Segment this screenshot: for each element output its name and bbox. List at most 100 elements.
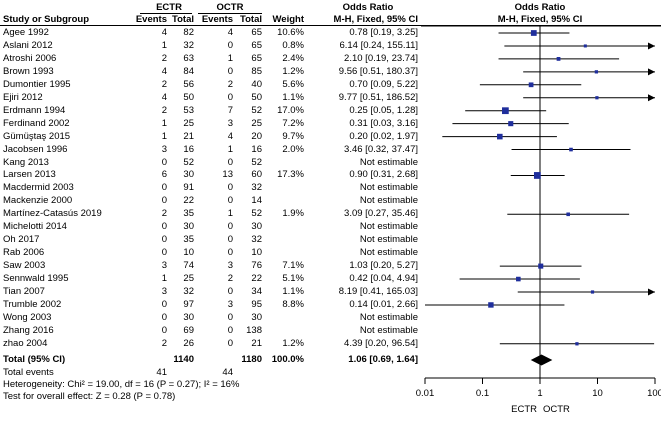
point-estimate	[533, 172, 541, 179]
weight-cell: 17.3%	[277, 169, 304, 181]
or-plot-header: Odds Ratio	[514, 2, 566, 13]
total1-cell: 97	[183, 298, 194, 310]
study-name: Wong 2003	[3, 311, 52, 323]
events2-cell: 0	[227, 195, 233, 207]
summary-diamond	[530, 354, 553, 366]
weight-cell: 1.2%	[282, 337, 304, 349]
weight-header: Weight	[272, 14, 305, 25]
total1-cell: 35	[183, 234, 194, 246]
total1-cell: 91	[183, 182, 194, 194]
ci-cell: Not estimable	[359, 221, 418, 233]
ci-arrow-right	[648, 94, 655, 102]
total1-cell: 21	[183, 130, 194, 142]
events2-cell: 2	[227, 273, 233, 284]
point-estimate	[516, 276, 521, 282]
study-name: Saw 2003	[3, 260, 46, 272]
events1-cell: 6	[161, 169, 167, 181]
study-col-header: Study or Subgroup	[3, 14, 90, 25]
total1-cell: 50	[183, 91, 194, 103]
weight-cell: 7.2%	[282, 117, 304, 129]
events2-header: Events	[201, 14, 233, 25]
ci-cell: Not estimable	[359, 182, 418, 194]
total2-header: Total	[240, 14, 262, 25]
ci-cell: 9.77 [0.51, 186.52]	[338, 91, 418, 103]
point-estimate	[488, 302, 494, 308]
events2-cell: 0	[227, 65, 233, 77]
method-plot-header: M-H, Fixed, 95% CI	[497, 14, 583, 25]
events2-cell: 0	[227, 311, 233, 323]
events2-cell: 0	[227, 91, 233, 103]
ci-cell: 3.46 [0.32, 37.47]	[344, 143, 418, 155]
point-estimate	[530, 30, 537, 36]
ci-cell: 0.20 [0.02, 1.97]	[349, 130, 418, 142]
events1-cell: 2	[161, 337, 167, 349]
events1-cell: 1	[161, 117, 167, 129]
events1-cell: 1	[161, 130, 167, 142]
total1-cell: 25	[183, 117, 194, 129]
x-tick-label: 1	[537, 388, 542, 399]
events1-cell: 0	[161, 195, 167, 207]
events2-cell: 0	[227, 40, 233, 51]
study-name: Trumble 2002	[3, 298, 62, 310]
study-name: Ejiri 2012	[3, 91, 43, 103]
study-name: Agee 1992	[3, 27, 49, 38]
total2-cell: 60	[251, 169, 262, 181]
weight-cell: 2.4%	[282, 52, 304, 64]
ci-cell: 0.31 [0.03, 3.16]	[349, 117, 418, 129]
events1-cell: 3	[161, 143, 167, 155]
total1-cell: 30	[183, 221, 194, 233]
point-estimate	[556, 57, 561, 61]
heterogeneity-text: Heterogeneity: Chi² = 19.00, df = 16 (P …	[3, 379, 240, 390]
events2-cell: 1	[227, 143, 233, 155]
total2-cell: 32	[251, 234, 262, 246]
total1-cell: 32	[183, 286, 194, 297]
total2-cell: 30	[251, 221, 262, 233]
weight-cell: 10.6%	[277, 27, 304, 38]
ci-cell: 3.09 [0.27, 35.46]	[344, 208, 418, 220]
weight-cell: 2.0%	[282, 143, 304, 155]
total-events2: 44	[222, 367, 233, 378]
ci-arrow-right	[648, 288, 655, 296]
x-tick-label: 0.01	[416, 388, 435, 399]
point-estimate	[575, 342, 579, 346]
events1-cell: 2	[161, 78, 167, 90]
total1-cell: 56	[183, 78, 194, 90]
weight-cell: 17.0%	[277, 104, 304, 116]
events1-cell: 0	[161, 234, 167, 246]
total1-cell: 63	[183, 52, 194, 64]
weight-cell: 0.8%	[282, 40, 304, 51]
events1-cell: 0	[161, 221, 167, 233]
group2-header: OCTR	[216, 2, 244, 13]
total2-cell: 16	[251, 143, 262, 155]
total2-cell: 30	[251, 311, 262, 323]
total-weight: 100.0%	[271, 354, 304, 365]
events1-cell: 0	[161, 182, 167, 194]
total1-header: Total	[172, 14, 194, 25]
total1-cell: 32	[183, 40, 194, 51]
header-rule	[0, 25, 661, 26]
total-events1: 41	[156, 367, 167, 378]
study-name: Jacobsen 1996	[3, 143, 68, 155]
ci-cell: Not estimable	[359, 234, 418, 246]
events2-cell: 7	[227, 104, 233, 116]
ci-cell: Not estimable	[359, 324, 418, 336]
events1-cell: 4	[161, 91, 167, 103]
events2-cell: 0	[227, 234, 233, 246]
events2-cell: 3	[227, 117, 233, 129]
events1-cell: 0	[161, 156, 167, 168]
events2-cell: 4	[227, 130, 233, 142]
point-estimate	[566, 212, 570, 217]
total1-cell: 10	[183, 247, 194, 259]
study-name: Zhang 2016	[3, 324, 54, 336]
ci-cell: 0.25 [0.05, 1.28]	[349, 104, 418, 116]
point-estimate	[594, 70, 599, 74]
total-label: Total (95% CI)	[3, 354, 66, 365]
total-ci: 1.06 [0.69, 1.64]	[348, 354, 418, 365]
total2-cell: 25	[251, 117, 262, 129]
ci-cell: 9.56 [0.51, 180.37]	[338, 65, 418, 77]
weight-cell: 5.6%	[282, 78, 304, 90]
events2-cell: 3	[227, 260, 233, 272]
study-name: Mackenzie 2000	[3, 195, 73, 207]
ci-cell: 2.10 [0.19, 23.74]	[344, 52, 418, 64]
total1-cell: 26	[183, 337, 194, 349]
